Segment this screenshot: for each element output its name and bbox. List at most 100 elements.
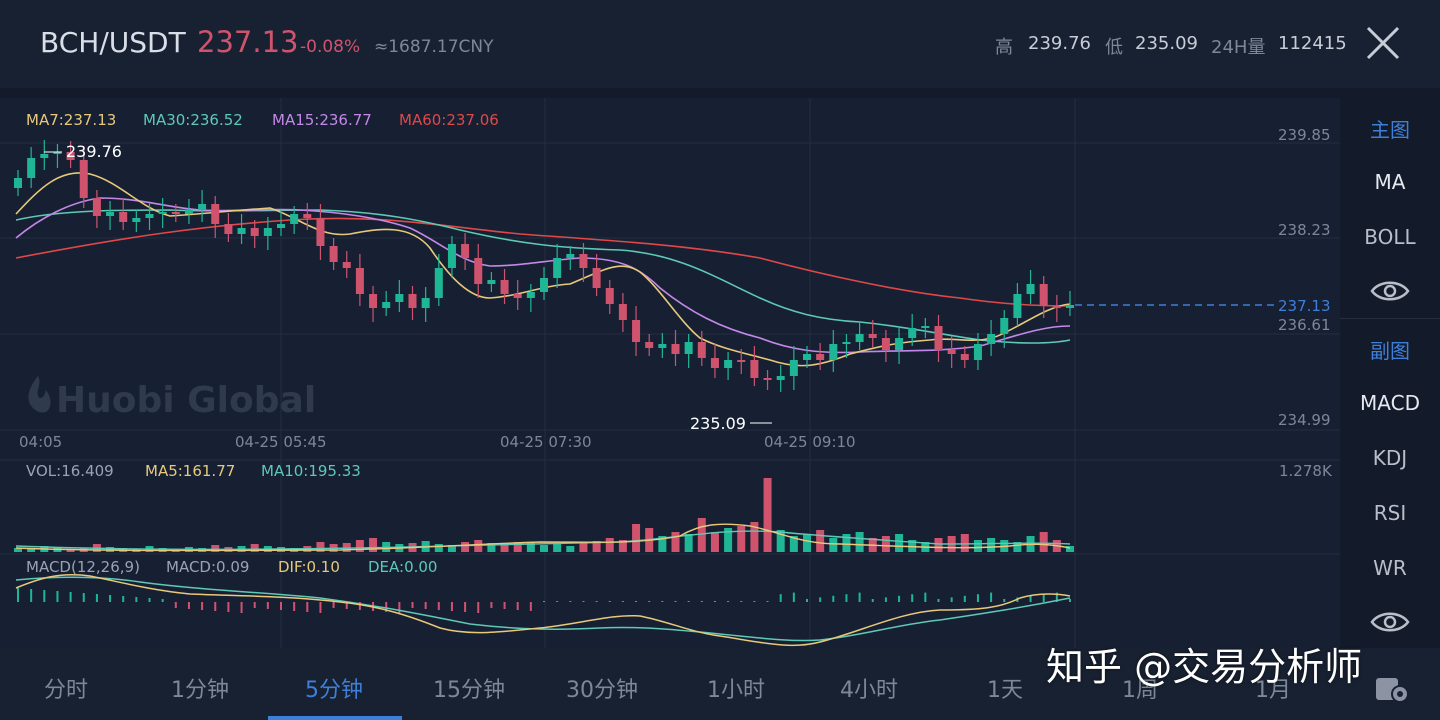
period-tab[interactable]: 1周 xyxy=(1122,678,1158,703)
volume-indicators: VOL:16.409 MA5:161.77 MA10:195.33 1.278K xyxy=(26,462,1333,480)
volume-bar xyxy=(553,544,562,552)
candle-body xyxy=(737,360,746,362)
candle-body xyxy=(829,344,838,360)
macd-bar xyxy=(1055,592,1058,602)
volume-bar xyxy=(737,526,746,552)
svg-text:235.09: 235.09 xyxy=(690,414,746,433)
ticker-header: BCH/USDT 237.13 -0.08% ≈1687.17CNY 高 239… xyxy=(0,0,1440,88)
period-tab[interactable]: 1天 xyxy=(987,678,1023,703)
volume-bar xyxy=(724,528,733,552)
sub-chart-section-label: 副图 xyxy=(1370,339,1410,363)
period-tab[interactable]: 1分钟 xyxy=(171,678,229,703)
kline-chart[interactable]: Huobi Global 239.76 235.09 xyxy=(0,98,1340,648)
vol-ma5-line xyxy=(15,523,1071,552)
macd-bar xyxy=(595,601,598,602)
ma-option[interactable]: MA xyxy=(1374,170,1406,194)
y-tick: 239.85 xyxy=(1278,126,1331,144)
x-tick: 04-25 09:10 xyxy=(764,433,856,451)
boll-option[interactable]: BOLL xyxy=(1364,225,1416,249)
candle-body xyxy=(184,210,193,214)
svg-text:239.76: 239.76 xyxy=(66,142,122,161)
macd-bar xyxy=(306,602,309,612)
macd-bar xyxy=(753,601,756,602)
eye-icon[interactable] xyxy=(1370,278,1410,304)
close-icon[interactable] xyxy=(1362,22,1404,64)
candle-body xyxy=(14,178,22,188)
volume-bar xyxy=(447,545,456,552)
candle-body xyxy=(1066,305,1074,308)
indicator-side-panel: 主图 MA BOLL 副图 MACD KDJ RSI WR xyxy=(1340,98,1440,648)
rsi-option[interactable]: RSI xyxy=(1373,501,1407,525)
main-chart-section-label: 主图 xyxy=(1370,118,1410,142)
low-label: 低 xyxy=(1105,37,1123,58)
macd-bar xyxy=(556,601,559,602)
candle-body xyxy=(566,254,575,258)
candle-body xyxy=(513,294,522,298)
candle-body xyxy=(724,360,733,368)
volume-bar xyxy=(605,538,614,552)
macd-bar xyxy=(727,601,730,602)
candle-body xyxy=(1026,284,1035,294)
macd-bar xyxy=(582,601,585,602)
dea-line xyxy=(15,576,1071,642)
candle-body xyxy=(79,160,88,198)
macd-option[interactable]: MACD xyxy=(1360,391,1420,415)
period-tab[interactable]: 分时 xyxy=(44,678,89,703)
macd-bar xyxy=(871,599,874,602)
candle-body xyxy=(92,198,101,216)
macd-lines xyxy=(15,573,1071,647)
macd-bar xyxy=(214,602,217,611)
ma30-label: MA30:236.52 xyxy=(143,111,243,129)
volume-bar xyxy=(500,544,509,552)
candle-body xyxy=(290,214,299,224)
last-price: 237.13 xyxy=(197,25,299,59)
macd-bar xyxy=(187,602,190,609)
macd-bar xyxy=(819,597,822,602)
volume-bar xyxy=(960,534,969,552)
candle-body xyxy=(553,258,562,278)
x-tick: 04:05 xyxy=(19,433,62,451)
volume-bar xyxy=(973,540,982,552)
macd-bar xyxy=(806,599,808,602)
eye-icon[interactable] xyxy=(1370,609,1410,635)
y-tick: 234.99 xyxy=(1278,411,1331,429)
volume-bar xyxy=(750,522,759,552)
settings-icon[interactable] xyxy=(1374,672,1410,704)
volume-bar xyxy=(487,543,496,552)
volume-bar xyxy=(842,534,851,552)
candle-body xyxy=(671,344,680,354)
candle-body xyxy=(960,354,969,360)
macd-bar xyxy=(148,598,151,602)
period-tab[interactable]: 30分钟 xyxy=(566,678,638,703)
period-tab[interactable]: 1小时 xyxy=(707,678,765,703)
candle-body xyxy=(934,326,943,350)
candle-body xyxy=(816,354,825,360)
candle-body xyxy=(921,326,930,328)
macd-bar xyxy=(490,602,493,608)
chart-area[interactable]: Huobi Global 239.76 235.09 xyxy=(0,98,1340,648)
candle-body xyxy=(1052,306,1061,308)
y-axis: 239.85 238.23 236.61 234.99 237.13 xyxy=(1274,126,1336,429)
kdj-option[interactable]: KDJ xyxy=(1372,446,1408,470)
macd-bar xyxy=(845,594,848,602)
period-tab[interactable]: 4小时 xyxy=(840,678,898,703)
macd-bar xyxy=(411,602,414,608)
wr-option[interactable]: WR xyxy=(1373,556,1407,580)
candle-body xyxy=(395,294,404,302)
candle-body xyxy=(540,278,548,292)
candle-body xyxy=(605,288,614,304)
volume-bar xyxy=(355,540,364,552)
period-tab[interactable]: 1月 xyxy=(1255,678,1291,703)
macd-bar xyxy=(661,601,664,602)
volume-bar xyxy=(592,541,601,552)
volume-label: 24H量 xyxy=(1211,37,1266,58)
period-tab[interactable]: 15分钟 xyxy=(433,678,505,703)
candle-body xyxy=(119,212,128,222)
macd-bar xyxy=(832,595,835,602)
macd-bar xyxy=(450,602,453,611)
volume-bar xyxy=(526,543,535,552)
period-tab-active[interactable]: 5分钟 xyxy=(305,678,363,703)
macd-bar xyxy=(358,602,361,610)
x-tick: 04-25 05:45 xyxy=(235,433,327,451)
